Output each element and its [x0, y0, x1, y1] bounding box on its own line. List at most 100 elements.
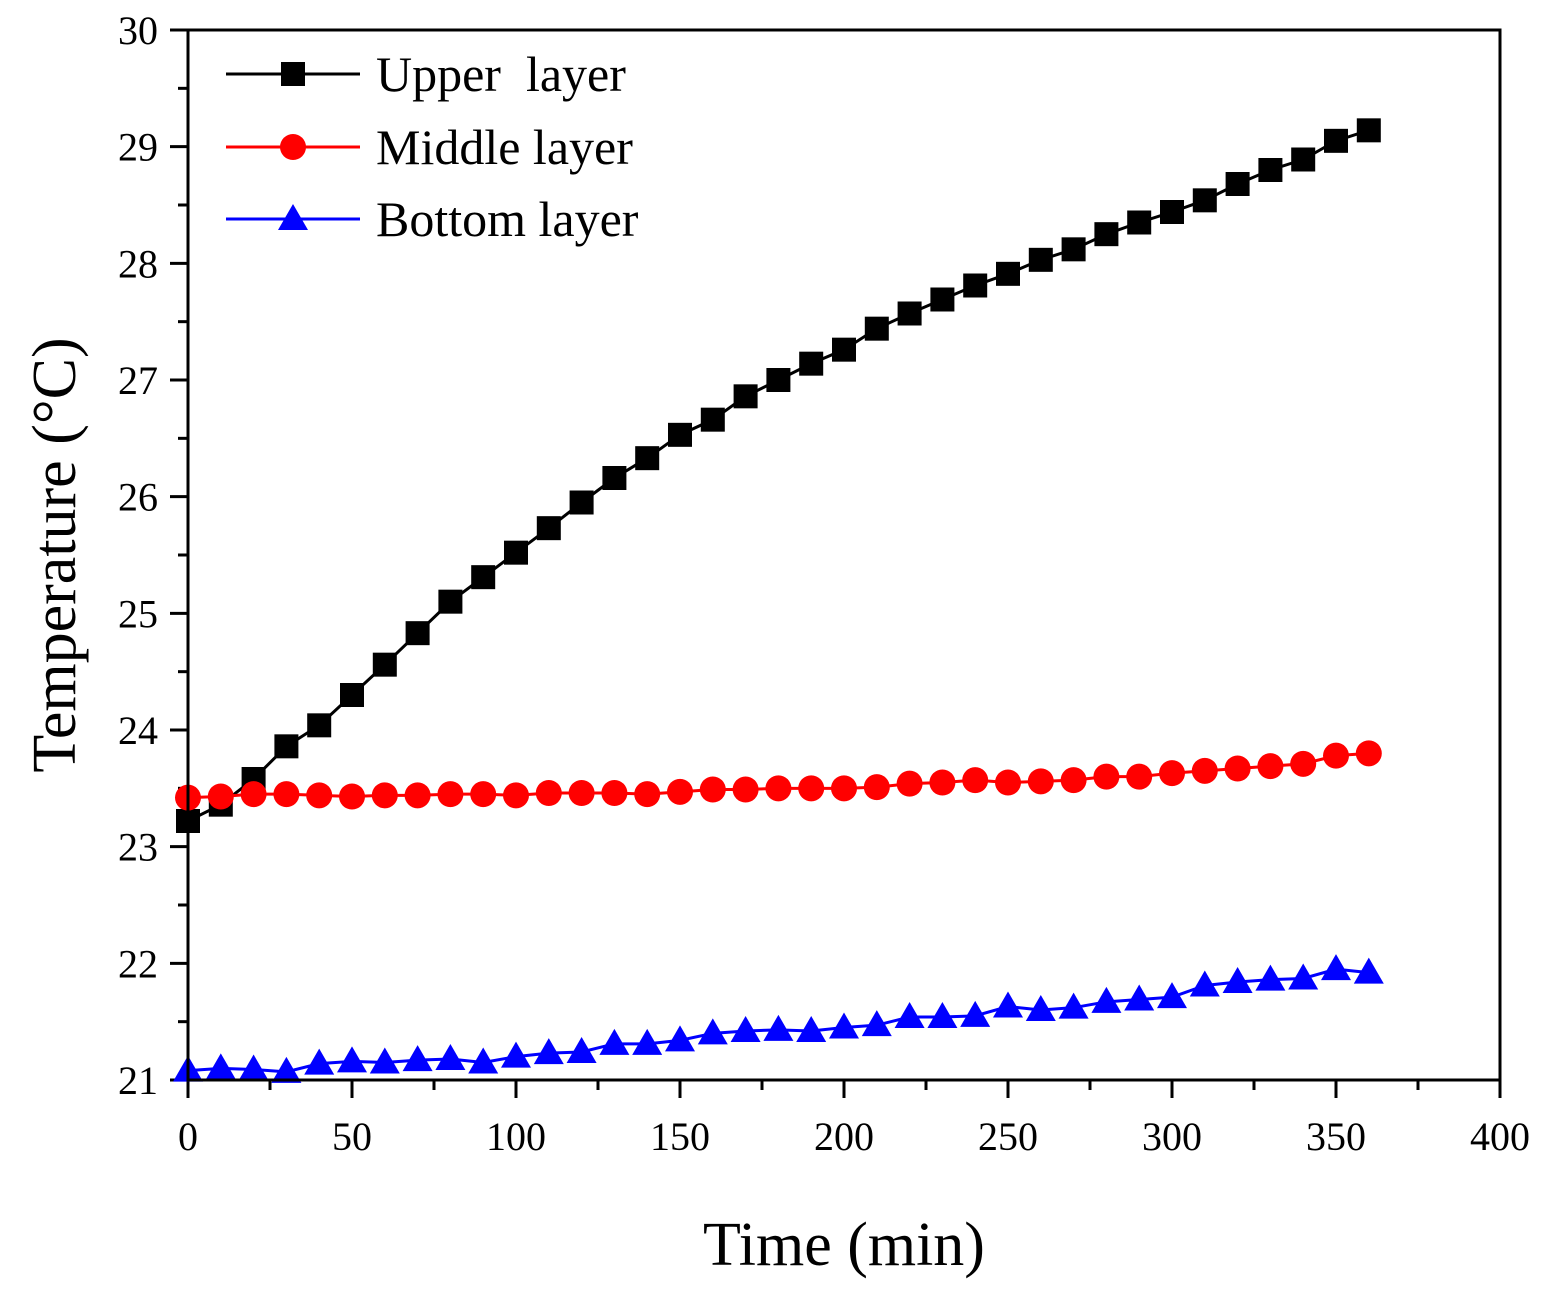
legend-label: Upper layer	[376, 46, 626, 102]
data-point	[238, 1054, 269, 1081]
data-point	[1321, 954, 1351, 981]
data-point	[566, 1037, 597, 1063]
data-point	[1324, 128, 1348, 153]
x-tick-label: 50	[332, 1114, 372, 1159]
y-tick-label: 24	[118, 708, 158, 753]
data-point	[307, 713, 332, 738]
data-point	[1058, 992, 1089, 1019]
data-point	[1257, 753, 1284, 780]
data-point	[205, 1053, 236, 1080]
legend-item: Upper layer	[226, 46, 626, 102]
x-tick-label: 200	[814, 1114, 874, 1159]
data-point	[632, 1028, 663, 1055]
data-point	[471, 565, 496, 590]
data-point	[634, 781, 661, 808]
data-point	[798, 775, 825, 802]
data-point	[1126, 763, 1153, 790]
data-point	[1225, 172, 1250, 196]
data-point	[1258, 158, 1283, 182]
data-point	[896, 770, 923, 797]
data-point	[371, 782, 398, 809]
y-tick-label: 29	[118, 125, 158, 170]
x-tick-label: 300	[1142, 1114, 1202, 1159]
data-point	[1288, 963, 1319, 990]
series-1	[175, 740, 1382, 811]
data-point	[1222, 967, 1253, 993]
series-0	[176, 118, 1381, 833]
x-tick-label: 0	[178, 1114, 198, 1159]
data-point	[369, 1047, 400, 1074]
data-point	[960, 1000, 991, 1027]
y-axis-title: Temperature (°C)	[21, 337, 89, 772]
series-2	[173, 954, 1384, 1083]
data-point	[306, 782, 333, 809]
data-point	[1027, 768, 1054, 795]
data-point	[864, 316, 889, 341]
data-point	[1124, 984, 1155, 1011]
x-tick-label: 400	[1470, 1114, 1530, 1159]
data-point	[635, 446, 660, 471]
data-point	[339, 783, 365, 810]
x-tick-label: 350	[1306, 1114, 1366, 1159]
data-point	[501, 1041, 531, 1068]
data-point	[273, 781, 300, 808]
data-point	[699, 776, 726, 803]
data-point	[568, 780, 595, 806]
data-point	[733, 384, 758, 409]
data-point	[829, 1012, 859, 1039]
data-point	[470, 781, 497, 808]
data-point	[831, 775, 857, 802]
data-point	[996, 261, 1020, 286]
data-point	[535, 780, 562, 806]
data-point	[404, 782, 431, 809]
data-point	[569, 490, 594, 515]
data-point	[1355, 740, 1382, 767]
data-point	[274, 734, 299, 759]
data-point	[1025, 995, 1056, 1021]
data-point	[337, 1046, 367, 1073]
y-tick-label: 27	[118, 358, 158, 403]
data-point	[1159, 760, 1185, 787]
data-point	[697, 1018, 728, 1045]
legend-marker	[278, 204, 308, 230]
data-point	[667, 778, 693, 805]
data-point	[929, 769, 956, 796]
data-point	[1160, 200, 1184, 224]
data-point	[765, 775, 792, 802]
data-point	[437, 781, 464, 808]
data-point	[1323, 742, 1349, 769]
data-point	[1353, 957, 1384, 984]
data-point	[796, 1016, 827, 1042]
data-point	[271, 1056, 302, 1083]
x-tick-label: 150	[650, 1114, 710, 1159]
data-point	[1061, 237, 1086, 262]
data-point	[894, 1002, 925, 1028]
data-point	[863, 774, 890, 801]
legend-item: Bottom layer	[226, 191, 639, 247]
data-point	[763, 1014, 794, 1041]
data-point	[927, 1002, 958, 1028]
data-point	[897, 301, 922, 326]
legend-marker	[281, 62, 305, 86]
y-tick-label: 23	[118, 825, 158, 870]
y-tick-label: 30	[118, 8, 158, 53]
legend-marker	[280, 134, 306, 160]
data-point	[504, 540, 528, 565]
data-point	[1127, 210, 1152, 235]
data-point	[1091, 986, 1122, 1013]
data-point	[732, 776, 759, 803]
plot-frame	[186, 28, 1502, 1082]
data-point	[402, 1045, 433, 1072]
data-point	[601, 780, 628, 806]
data-point	[1060, 767, 1087, 794]
data-point	[1157, 982, 1187, 1009]
data-point	[503, 782, 529, 809]
data-point	[599, 1028, 630, 1055]
data-point	[861, 1010, 892, 1037]
data-point	[1255, 964, 1286, 991]
data-point	[962, 767, 989, 794]
data-point	[438, 589, 463, 614]
data-point	[1356, 118, 1381, 143]
x-tick-label: 250	[978, 1114, 1038, 1159]
data-point	[240, 781, 267, 808]
